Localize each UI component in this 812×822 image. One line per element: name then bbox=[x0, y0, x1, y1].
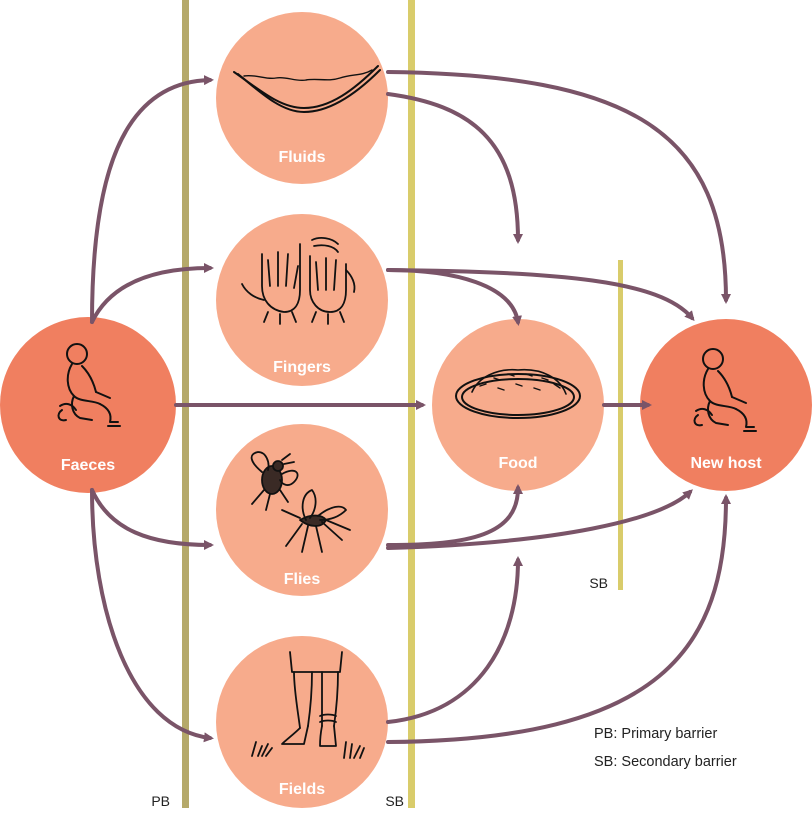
faeces-circle bbox=[0, 317, 176, 493]
fields-label: Fields bbox=[279, 781, 325, 798]
secondary-barrier-right-label: SB bbox=[589, 575, 608, 591]
arrow-faeces-fluids bbox=[90, 75, 214, 324]
legs-grass-icon bbox=[251, 651, 365, 759]
fingers-label: Fingers bbox=[273, 359, 331, 376]
secondary-barrier-label: SB bbox=[385, 793, 404, 809]
food-plate-icon bbox=[455, 368, 581, 419]
secondary-barrier-line-right bbox=[618, 260, 623, 590]
flies-icon bbox=[250, 451, 351, 553]
food-circle bbox=[432, 319, 604, 491]
arrow-fields-food bbox=[386, 556, 523, 724]
squatting-person-icon bbox=[693, 348, 757, 432]
fields-circle bbox=[216, 636, 388, 808]
new-host-label: New host bbox=[690, 455, 762, 472]
arrow-faeces-flies bbox=[90, 488, 214, 550]
arrow-flies-new-host bbox=[386, 489, 693, 550]
water-dish-icon bbox=[233, 65, 381, 114]
squatting-person-icon bbox=[57, 343, 121, 427]
arrow-fluids-food bbox=[386, 92, 523, 244]
fingers-circle bbox=[216, 214, 388, 386]
arrow-faeces-fields bbox=[90, 488, 214, 743]
arrow-flies-food bbox=[386, 484, 523, 547]
legend-primary-barrier: PB: Primary barrier bbox=[594, 726, 717, 742]
faeces-label: Faeces bbox=[61, 457, 115, 474]
new-host-circle bbox=[640, 319, 812, 491]
food-label: Food bbox=[498, 455, 537, 472]
legend-secondary-barrier: SB: Secondary barrier bbox=[594, 754, 737, 770]
arrow-fingers-food bbox=[386, 268, 522, 326]
arrow-fields-new-host bbox=[386, 494, 731, 744]
arrow-fingers-new-host bbox=[386, 268, 695, 322]
arrow-fluids-new-host bbox=[386, 70, 731, 304]
hands-icon bbox=[241, 237, 356, 325]
fluids-circle bbox=[216, 12, 388, 184]
flies-label: Flies bbox=[284, 571, 321, 588]
arrow-faeces-fingers bbox=[90, 263, 214, 324]
primary-barrier-label: PB bbox=[151, 793, 170, 809]
fluids-label: Fluids bbox=[278, 149, 325, 166]
